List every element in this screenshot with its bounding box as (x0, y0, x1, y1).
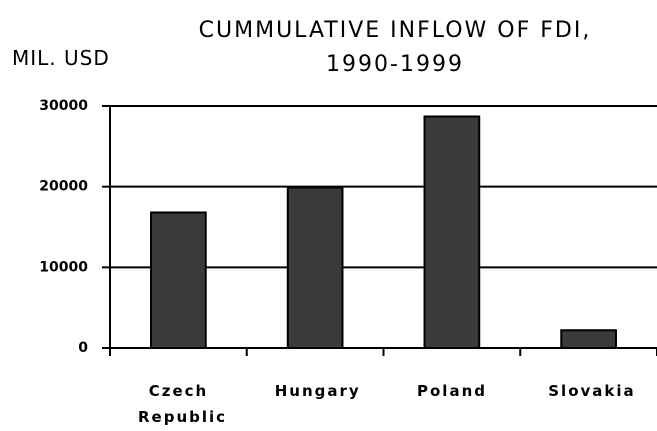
bar (150, 211, 207, 349)
y-tick-label: 0 (78, 340, 88, 356)
y-tick-label: 20000 (39, 179, 88, 195)
bar (560, 329, 617, 349)
y-axis-label: MIL. USD (12, 46, 110, 70)
y-tick-label: 30000 (39, 98, 88, 114)
x-tick-label: Hungary (274, 382, 361, 400)
bar (423, 115, 481, 349)
y-tick-label: 10000 (39, 259, 88, 275)
x-tick-label: Czech Republic (138, 382, 228, 426)
chart-title: CUMMULATIVE INFLOW OF FDI, 1990-1999 (198, 18, 592, 77)
x-tick-label: Slovakia (548, 382, 636, 400)
x-tick-label: Poland (417, 382, 487, 400)
bar (286, 186, 344, 349)
